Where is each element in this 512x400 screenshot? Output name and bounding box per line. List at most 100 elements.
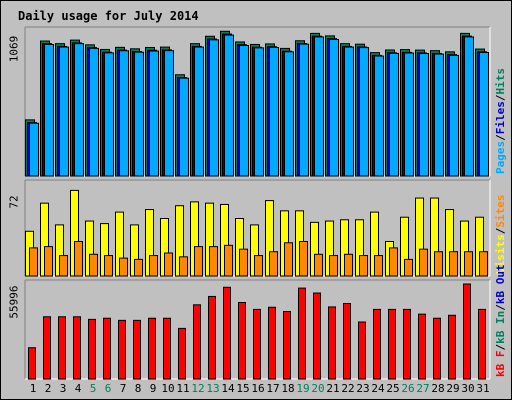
- x-tick-label: 17: [266, 382, 279, 395]
- x-tick-label: 3: [60, 382, 67, 395]
- hits-panel-legend-item: /: [494, 94, 507, 101]
- pages-bar: [74, 43, 84, 177]
- kbytes-bar: [103, 317, 111, 380]
- x-tick-label: 30: [461, 382, 474, 395]
- kbytes-bar: [163, 317, 171, 380]
- sites-bar: [209, 246, 218, 277]
- kbytes-bar: [448, 314, 456, 380]
- kbytes-bar: [268, 306, 276, 380]
- sites-bar: [149, 255, 158, 277]
- hits-panel-legend-item: Hits: [494, 68, 507, 95]
- pages-bar: [374, 55, 384, 177]
- sites-bar: [254, 255, 263, 277]
- x-tick-label: 21: [326, 382, 339, 395]
- sites-bar: [464, 251, 473, 277]
- x-tick-label: 22: [341, 382, 354, 395]
- x-tick-label: 25: [386, 382, 399, 395]
- kbytes-bar: [313, 292, 321, 380]
- kbytes-bar: [283, 311, 291, 380]
- x-tick-label: 26: [401, 382, 414, 395]
- kbytes-bar: [148, 317, 156, 380]
- kbytes-bar: [478, 308, 486, 380]
- kbytes-bar: [118, 319, 126, 380]
- kbytes-panel-legend: kB F/kB In/kB Out: [494, 264, 507, 377]
- kbytes-bar: [73, 316, 81, 380]
- sites-bar: [359, 255, 368, 277]
- sites-bar: [389, 247, 398, 277]
- x-tick-label: 18: [281, 382, 294, 395]
- kbytes-bar: [193, 304, 201, 380]
- visits-panel-legend-item: Visits: [494, 234, 507, 274]
- kbytes-panel-legend-item: /: [494, 344, 507, 351]
- kbytes-panel-legend-item: kB In: [494, 311, 507, 344]
- x-tick-label: 13: [206, 382, 219, 395]
- pages-bar: [134, 51, 144, 177]
- kbytes-bar: [43, 316, 51, 380]
- pages-bar: [59, 46, 69, 177]
- kbytes-bar: [253, 308, 261, 380]
- x-tick-label: 20: [311, 382, 324, 395]
- x-tick-label: 23: [356, 382, 369, 395]
- x-tick-label: 31: [476, 382, 489, 395]
- sites-bar: [59, 255, 68, 277]
- x-tick-label: 10: [161, 382, 174, 395]
- kbytes-bar: [178, 327, 186, 380]
- x-tick-label: 19: [296, 382, 309, 395]
- sites-bar: [44, 246, 53, 277]
- sites-bar: [404, 258, 413, 277]
- hits-panel-legend: Pages/Files/Hits: [494, 68, 507, 174]
- pages-bar: [89, 47, 99, 177]
- x-tick-label: 29: [446, 382, 459, 395]
- x-tick-label: 2: [45, 382, 52, 395]
- x-tick-label: 27: [416, 382, 429, 395]
- visits-panel-legend-item: /: [494, 227, 507, 234]
- sites-bar: [119, 257, 128, 277]
- sites-bar: [449, 251, 458, 277]
- kbytes-bar: [358, 321, 366, 380]
- kbytes-bar: [88, 318, 96, 380]
- x-tick-label: 8: [135, 382, 142, 395]
- sites-bar: [284, 242, 293, 277]
- pages-bar: [434, 53, 444, 177]
- kbytes-panel-legend-item: kB Out: [494, 264, 507, 304]
- pages-bar: [419, 53, 429, 177]
- pages-bar: [149, 50, 159, 177]
- x-tick-label: 16: [251, 382, 264, 395]
- pages-bar: [224, 34, 234, 177]
- pages-bar: [299, 43, 309, 177]
- pages-bar: [239, 45, 249, 177]
- x-tick-label: 11: [176, 382, 189, 395]
- pages-bar: [464, 36, 474, 177]
- pages-bar: [479, 51, 489, 177]
- kbytes-bar: [223, 286, 231, 380]
- x-tick-label: 6: [105, 382, 112, 395]
- x-tick-label: 7: [120, 382, 127, 395]
- pages-bar: [29, 122, 39, 177]
- hits-panel-legend-item: /: [494, 134, 507, 141]
- kbytes-bar: [58, 316, 66, 380]
- sites-bar: [134, 258, 143, 277]
- kbytes-bar: [343, 302, 351, 380]
- pages-bar: [344, 46, 354, 177]
- x-tick-label: 28: [431, 382, 444, 395]
- sites-bar: [179, 256, 188, 277]
- sites-bar: [239, 248, 248, 277]
- pages-bar: [389, 52, 399, 177]
- chart-panels: 1069Pages/Files/Hits72Visits/Sites55996k…: [8, 26, 507, 380]
- kbytes-bar: [208, 295, 216, 380]
- x-tick-label: 24: [371, 382, 385, 395]
- pages-bar: [209, 39, 219, 177]
- kbytes-bar: [433, 317, 441, 380]
- pages-bar: [269, 46, 279, 177]
- pages-bar: [104, 52, 114, 177]
- kbytes-bar: [388, 308, 396, 380]
- x-tick-label: 5: [90, 382, 97, 395]
- kbytes-bar: [463, 283, 471, 380]
- pages-bar: [329, 38, 339, 177]
- x-tick-label: 15: [236, 382, 249, 395]
- sites-bar: [164, 252, 173, 277]
- x-tick-label: 12: [191, 382, 204, 395]
- kbytes-bar: [298, 287, 306, 380]
- x-tick-label: 1: [30, 382, 37, 395]
